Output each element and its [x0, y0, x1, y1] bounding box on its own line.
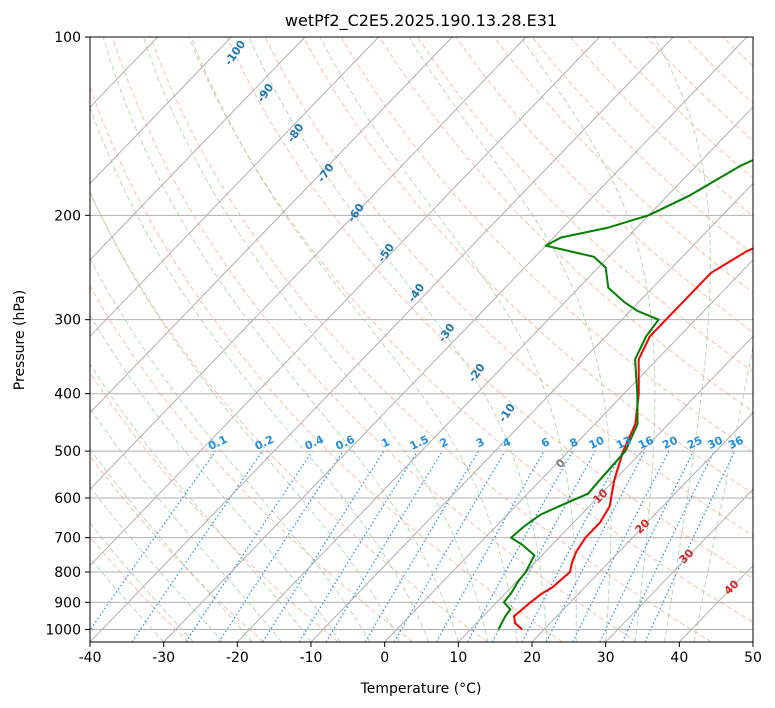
- moist-adiabat-line: [408, 37, 612, 642]
- y-tick-label: 200: [54, 208, 81, 224]
- x-tick-label: -10: [300, 650, 323, 666]
- mixing-ratio-line: [262, 450, 385, 642]
- y-tick-label: 900: [54, 595, 81, 611]
- moist-adiabat-line: [102, 37, 459, 642]
- y-axis-label: Pressure (hPa): [12, 290, 28, 390]
- dry-adiabat-line: [340, 37, 753, 453]
- mixing-ratio-line: [599, 450, 695, 642]
- y-tick-label: 800: [54, 565, 81, 581]
- mixing-ratio-label: 20: [660, 434, 680, 452]
- temperature-profile-line: [513, 247, 753, 631]
- y-tick-label: 700: [54, 531, 81, 547]
- moist-adiabat-line: [248, 37, 548, 642]
- x-tick-label: 10: [449, 650, 467, 666]
- moist-adiabat-line: [190, 37, 518, 642]
- moist-adiabat-line: [90, 105, 430, 642]
- mixing-ratio-label: 10: [587, 434, 607, 452]
- x-tick-label: -20: [226, 650, 249, 666]
- mixing-ratio-line: [466, 450, 574, 642]
- moist-adiabat-line: [90, 257, 371, 642]
- mixing-ratio-line: [435, 450, 545, 642]
- isotherm-line: [236, 106, 753, 642]
- x-tick-label: 30: [597, 650, 615, 666]
- dry-adiabat-line: [90, 85, 563, 642]
- x-tick-label: 50: [744, 650, 762, 666]
- sounding-profiles: [497, 158, 753, 631]
- isotherm-line: [531, 412, 753, 642]
- thermodynamic-background-lines: [90, 37, 753, 642]
- plot-area: [90, 37, 753, 642]
- x-tick-label: 20: [523, 650, 541, 666]
- moist-adiabat-line: [693, 343, 753, 642]
- x-tick-label: 40: [670, 650, 688, 666]
- isotherm-line: [90, 37, 232, 185]
- mixing-ratio-line: [185, 450, 313, 642]
- x-tick-label: -30: [152, 650, 175, 666]
- moist-adiabat-line: [90, 557, 165, 642]
- pressure-grid: [90, 37, 753, 630]
- dry-adiabat-line: [90, 191, 488, 642]
- isotherm-line: [384, 259, 753, 642]
- isotherm-line: [90, 37, 674, 642]
- moist-adiabat-line: [90, 522, 194, 642]
- mixing-ratio-label: 13: [614, 434, 633, 452]
- isotherm-line: [90, 37, 379, 338]
- moist-adiabat-line: [90, 313, 341, 642]
- moist-adiabat-line: [90, 407, 282, 642]
- y-tick-label: 500: [54, 444, 81, 460]
- mixing-ratio-line: [90, 450, 217, 632]
- x-tick-label: 0: [380, 650, 389, 666]
- x-axis-label: Temperature (°C): [360, 681, 482, 697]
- y-axis-ticks: 100 200 300 400 500 600 700 800 900 1000: [45, 30, 90, 638]
- y-tick-label: 1000: [45, 622, 81, 638]
- dry-adiabat-line: [417, 37, 753, 373]
- mixing-ratio-label: 25: [685, 434, 704, 452]
- chart-title: wetPf2_C2E5.2025.190.13.28.E31: [285, 11, 557, 31]
- isotherm-line: [605, 488, 753, 642]
- moist-adiabat-line: [653, 37, 711, 642]
- moist-adiabat-line: [90, 448, 253, 642]
- mixing-ratio-line: [572, 450, 670, 642]
- dry-adiabat-line: [90, 536, 190, 642]
- mixing-ratio-line: [298, 450, 419, 642]
- isotherm-line: [90, 37, 600, 567]
- mixing-ratio-label: 36: [726, 434, 746, 452]
- moist-adiabat-line: [90, 363, 312, 642]
- y-tick-label: 400: [54, 387, 81, 403]
- dry-adiabat-line: [150, 37, 712, 642]
- mixing-ratio-line: [218, 450, 344, 642]
- isotherm-line: [163, 37, 748, 642]
- isotherm-line: [90, 37, 453, 414]
- mixing-ratio-line: [131, 450, 263, 642]
- isotherm-line: [90, 37, 306, 261]
- dry-adiabat-line: [226, 37, 753, 580]
- dry-adiabat-line: [111, 37, 638, 642]
- isotherm-line: [457, 335, 753, 642]
- dry-adiabat-line: [188, 37, 753, 623]
- plot-frame: [89, 36, 754, 643]
- dewpoint-profile-line: [497, 158, 753, 630]
- isotherm-line: [310, 182, 753, 642]
- moist-adiabat-line: [142, 37, 489, 642]
- x-tick-label: -40: [79, 650, 102, 666]
- moist-adiabat-line: [90, 486, 223, 642]
- moist-adiabat-line: [520, 37, 656, 642]
- mixing-ratio-line: [325, 450, 443, 642]
- x-axis-ticks: -40 -30 -20 -10 0 10 20 30 40 50: [79, 642, 762, 666]
- y-tick-label: 300: [54, 313, 81, 329]
- isotherm-line: [90, 37, 527, 490]
- y-tick-label: 100: [54, 30, 81, 46]
- moist-adiabat-line: [319, 37, 577, 642]
- dry-adiabat-line: [90, 372, 339, 642]
- dry-adiabat-line: [455, 37, 753, 333]
- y-tick-label: 600: [54, 491, 81, 507]
- mixing-ratio-label: 16: [636, 434, 656, 452]
- mixing-ratio-label: 30: [706, 434, 726, 452]
